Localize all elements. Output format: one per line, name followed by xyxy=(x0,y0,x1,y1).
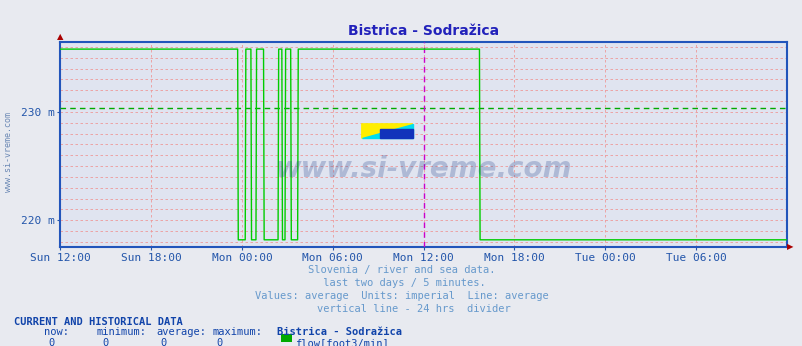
Text: last two days / 5 minutes.: last two days / 5 minutes. xyxy=(317,278,485,288)
Text: CURRENT AND HISTORICAL DATA: CURRENT AND HISTORICAL DATA xyxy=(14,317,183,327)
Text: www.si-vreme.com: www.si-vreme.com xyxy=(3,112,13,192)
Polygon shape xyxy=(362,124,412,138)
Text: ▲: ▲ xyxy=(57,32,63,41)
Text: vertical line - 24 hrs  divider: vertical line - 24 hrs divider xyxy=(292,304,510,314)
Polygon shape xyxy=(379,129,412,138)
Text: maximum:: maximum: xyxy=(213,327,262,337)
Text: 0: 0 xyxy=(103,338,109,346)
Text: ▶: ▶ xyxy=(786,242,792,251)
Polygon shape xyxy=(362,124,412,138)
Text: Values: average  Units: imperial  Line: average: Values: average Units: imperial Line: av… xyxy=(254,291,548,301)
Text: minimum:: minimum: xyxy=(96,327,146,337)
Title: Bistrica - Sodražica: Bistrica - Sodražica xyxy=(347,24,499,38)
Text: Slovenia / river and sea data.: Slovenia / river and sea data. xyxy=(307,265,495,275)
Text: www.si-vreme.com: www.si-vreme.com xyxy=(275,155,571,183)
Text: now:: now: xyxy=(44,327,69,337)
Text: 0: 0 xyxy=(160,338,167,346)
Text: average:: average: xyxy=(156,327,206,337)
Text: flow[foot3/min]: flow[foot3/min] xyxy=(295,338,389,346)
Text: 0: 0 xyxy=(217,338,223,346)
Text: 0: 0 xyxy=(48,338,55,346)
Text: Bistrica - Sodražica: Bistrica - Sodražica xyxy=(277,327,402,337)
